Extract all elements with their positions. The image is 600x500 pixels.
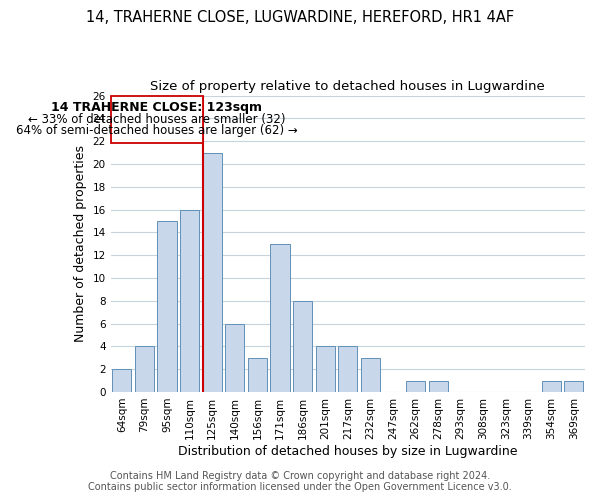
Bar <box>542 380 561 392</box>
Bar <box>406 380 425 392</box>
Bar <box>428 380 448 392</box>
Bar <box>564 380 583 392</box>
X-axis label: Distribution of detached houses by size in Lugwardine: Distribution of detached houses by size … <box>178 444 518 458</box>
Text: 14 TRAHERNE CLOSE: 123sqm: 14 TRAHERNE CLOSE: 123sqm <box>51 102 262 114</box>
Bar <box>225 324 244 392</box>
Bar <box>157 221 176 392</box>
Bar <box>180 210 199 392</box>
Bar <box>203 152 222 392</box>
Bar <box>293 301 312 392</box>
Y-axis label: Number of detached properties: Number of detached properties <box>74 146 87 342</box>
Bar <box>135 346 154 392</box>
Bar <box>338 346 358 392</box>
Bar <box>112 369 131 392</box>
Text: Contains HM Land Registry data © Crown copyright and database right 2024.
Contai: Contains HM Land Registry data © Crown c… <box>88 471 512 492</box>
FancyBboxPatch shape <box>111 96 203 144</box>
Text: ← 33% of detached houses are smaller (32): ← 33% of detached houses are smaller (32… <box>28 113 286 126</box>
Text: 14, TRAHERNE CLOSE, LUGWARDINE, HEREFORD, HR1 4AF: 14, TRAHERNE CLOSE, LUGWARDINE, HEREFORD… <box>86 10 514 25</box>
Bar <box>271 244 290 392</box>
Text: 64% of semi-detached houses are larger (62) →: 64% of semi-detached houses are larger (… <box>16 124 298 137</box>
Bar <box>316 346 335 392</box>
Bar <box>361 358 380 392</box>
Bar <box>248 358 267 392</box>
Title: Size of property relative to detached houses in Lugwardine: Size of property relative to detached ho… <box>151 80 545 93</box>
